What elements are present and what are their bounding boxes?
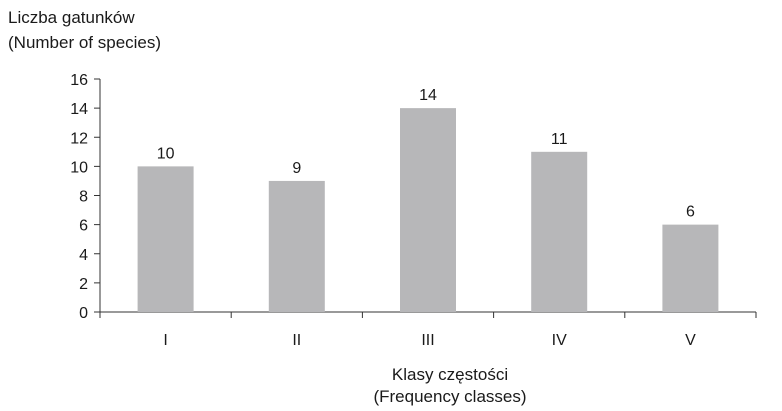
- x-axis: I II III IV V: [99, 311, 757, 349]
- y-tick-label: 0: [79, 305, 88, 322]
- y-tick-label: 6: [79, 218, 88, 235]
- bar-data-label: 14: [419, 87, 437, 104]
- bar: [400, 108, 456, 312]
- bar-data-label: 6: [686, 204, 695, 221]
- y-axis: 0 2 4 6 8 10 12 14 16: [70, 72, 101, 322]
- y-tick-label: 2: [79, 276, 88, 293]
- y-axis-title-line-2: (Number of species): [8, 33, 162, 52]
- bar-data-labels: 10 9 14 11 6: [157, 87, 695, 221]
- x-axis-title-line-2: (Frequency classes): [373, 387, 527, 406]
- x-tick-label: IV: [552, 332, 567, 349]
- bar: [662, 224, 719, 312]
- y-tick-label: 16: [70, 72, 88, 89]
- x-tick-label: III: [421, 332, 434, 349]
- y-axis-title: Liczba gatunków (Number of species): [8, 5, 161, 55]
- x-tick-label: V: [685, 332, 696, 349]
- x-axis-title-line-1: Klasy częstości: [391, 365, 509, 384]
- bar: [268, 180, 325, 312]
- y-tick-label: 10: [70, 159, 88, 176]
- bar-data-label: 9: [292, 160, 301, 177]
- y-tick-label: 4: [79, 247, 88, 264]
- bar-data-label: 11: [551, 131, 568, 148]
- bars: [137, 108, 719, 312]
- bar-data-label: 10: [157, 145, 175, 162]
- y-tick-label: 14: [70, 101, 88, 118]
- bar: [137, 166, 194, 312]
- y-tick-label: 12: [70, 130, 88, 147]
- x-tick-label: I: [163, 332, 167, 349]
- x-tick-label: II: [292, 332, 301, 349]
- x-axis-title: Klasy częstości (Frequency classes): [240, 364, 660, 408]
- bar: [531, 151, 588, 312]
- y-tick-label: 8: [79, 189, 88, 206]
- y-axis-title-line-1: Liczba gatunków: [8, 8, 135, 27]
